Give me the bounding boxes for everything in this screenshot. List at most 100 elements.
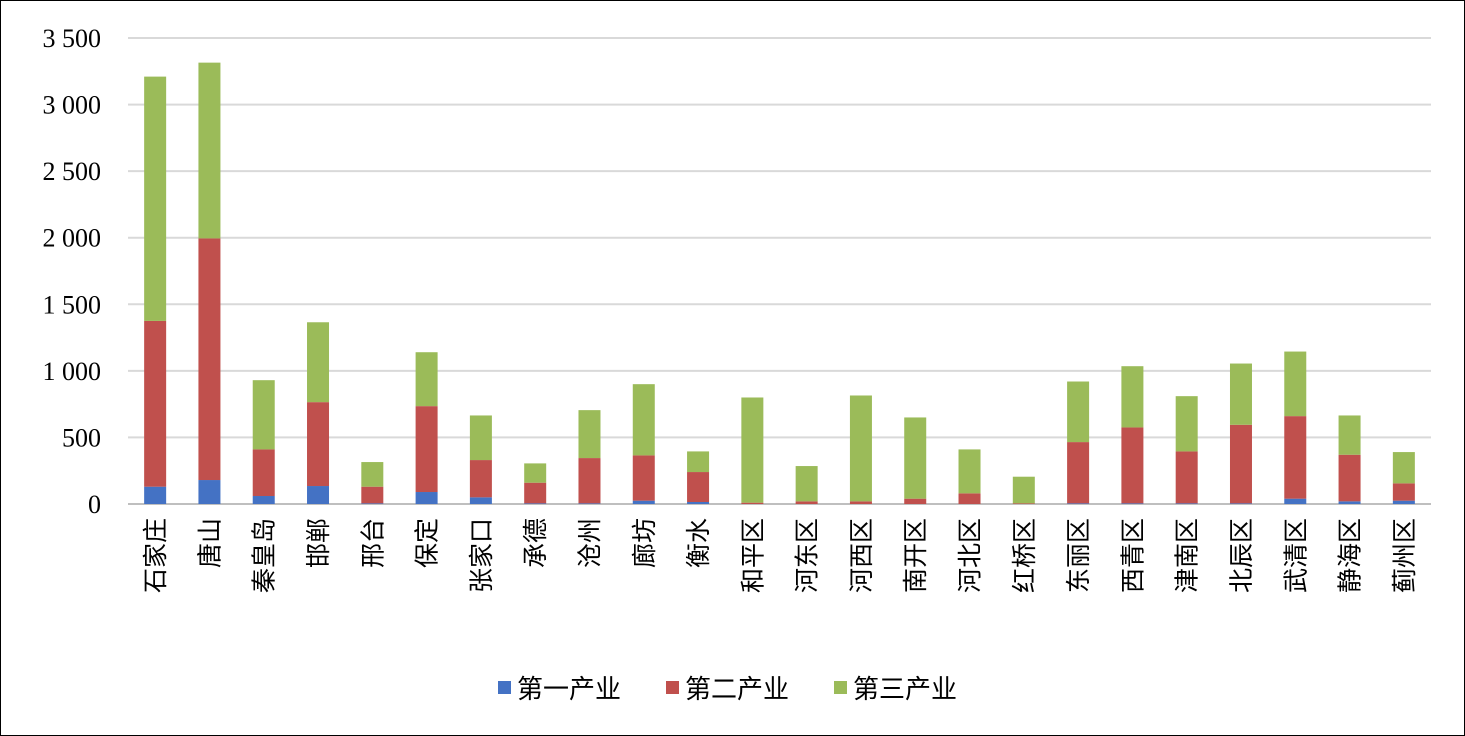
bar-segment (741, 502, 764, 504)
bar-segment (958, 493, 981, 504)
bar-segment (144, 320, 167, 487)
category-label: 红桥区 (1010, 518, 1039, 593)
category-label: 南开区 (901, 518, 930, 593)
bar-segment (578, 458, 601, 504)
legend: 第一产业 第二产业 第三产业 (498, 675, 957, 705)
category-label: 衡水 (684, 518, 713, 568)
bar-segment (687, 502, 710, 504)
bar-segment (252, 496, 275, 504)
bar-segment (1121, 366, 1144, 428)
bar-segment (307, 402, 330, 487)
category-label: 河西区 (847, 518, 876, 593)
category-label: 邢台 (358, 518, 387, 568)
bar-segment (361, 462, 384, 487)
category-label: 保定 (413, 518, 442, 568)
y-tick-label: 0 (88, 490, 101, 519)
bar-segment (1121, 427, 1144, 504)
bars (144, 62, 1415, 504)
bar-segment (1284, 351, 1307, 417)
bar-segment (1284, 498, 1307, 504)
bar-segment (1067, 442, 1090, 504)
bar-segment (687, 472, 710, 503)
category-label: 邯郸 (304, 518, 333, 568)
category-label: 西青区 (1118, 518, 1147, 593)
bar-segment (524, 463, 547, 483)
category-label: 和平区 (738, 518, 767, 593)
y-tick-label: 500 (62, 423, 101, 452)
legend-label: 第二产业 (685, 675, 789, 705)
bar-segment (632, 455, 655, 501)
bar-segment (524, 503, 547, 504)
bar-segment (1175, 396, 1198, 452)
bar-segment (904, 417, 927, 499)
y-tick-label: 3 500 (43, 24, 102, 53)
bar-segment (795, 501, 818, 504)
bar-segment (1338, 454, 1361, 502)
bar-segment (795, 466, 818, 502)
bar-segment (252, 449, 275, 497)
legend-swatch (666, 681, 679, 694)
gridlines (128, 37, 1431, 505)
category-label: 石家庄 (141, 518, 170, 593)
legend-swatch (498, 681, 511, 694)
bar-segment (687, 451, 710, 473)
category-label: 廊坊 (630, 518, 659, 568)
bar-segment (1392, 500, 1415, 504)
bar-segment (307, 486, 330, 504)
category-label: 武清区 (1281, 518, 1310, 593)
bar-segment (469, 460, 492, 498)
category-label: 蓟州区 (1390, 518, 1419, 593)
bar-segment (198, 480, 221, 504)
y-tick-label: 2 500 (43, 157, 102, 186)
bar-segment (524, 482, 547, 504)
category-label: 唐山 (195, 518, 224, 568)
y-tick-label: 3 000 (43, 91, 102, 120)
bar-segment (1175, 503, 1198, 504)
bar-segment (578, 503, 601, 504)
bar-segment (252, 380, 275, 450)
bar-segment (1121, 503, 1144, 504)
bar-segment (361, 486, 384, 504)
y-tick-label: 1 500 (43, 290, 102, 319)
bar-segment (1175, 451, 1198, 504)
bar-segment (1012, 476, 1035, 504)
bar-segment (1067, 381, 1090, 443)
bar-segment (849, 501, 872, 504)
bar-segment (1229, 363, 1252, 425)
category-label: 北辰区 (1227, 518, 1256, 593)
bar-segment (1338, 415, 1361, 455)
bar-segment (1067, 503, 1090, 504)
bar-segment (469, 497, 492, 504)
y-tick-label: 1 000 (43, 357, 102, 386)
category-label: 河东区 (793, 518, 822, 593)
bar-segment (1229, 503, 1252, 504)
bar-segment (307, 322, 330, 403)
bar-segment (144, 486, 167, 504)
bar-segment (1229, 424, 1252, 504)
legend-label: 第一产业 (517, 675, 621, 705)
category-label: 静海区 (1336, 518, 1365, 593)
bar-segment (958, 449, 981, 494)
legend-label: 第三产业 (853, 675, 957, 705)
category-label: 津南区 (1173, 518, 1202, 593)
bar-segment (1392, 452, 1415, 484)
y-tick-label: 2 000 (43, 224, 102, 253)
bar-segment (1012, 503, 1035, 504)
category-label: 秦皇岛 (250, 518, 279, 593)
bar-segment (469, 415, 492, 461)
category-label: 东丽区 (1064, 518, 1093, 593)
bar-segment (198, 62, 221, 239)
bar-segment (144, 76, 167, 321)
bar-segment (415, 406, 438, 493)
bar-segment (632, 384, 655, 456)
x-axis-categories: 石家庄 唐山 秦皇岛 邯郸 邢台 保定 张家口 承德 沧州 廊坊 衡水 和平区 河东区 河西区 南开区 河北区… (141, 518, 1419, 593)
category-label: 河北区 (956, 518, 985, 593)
bar-segment (904, 498, 927, 504)
bar-segment (1392, 483, 1415, 501)
bar-segment (741, 397, 764, 503)
bar-segment (1284, 416, 1307, 499)
bar-segment (849, 395, 872, 502)
category-label: 沧州 (575, 518, 604, 568)
